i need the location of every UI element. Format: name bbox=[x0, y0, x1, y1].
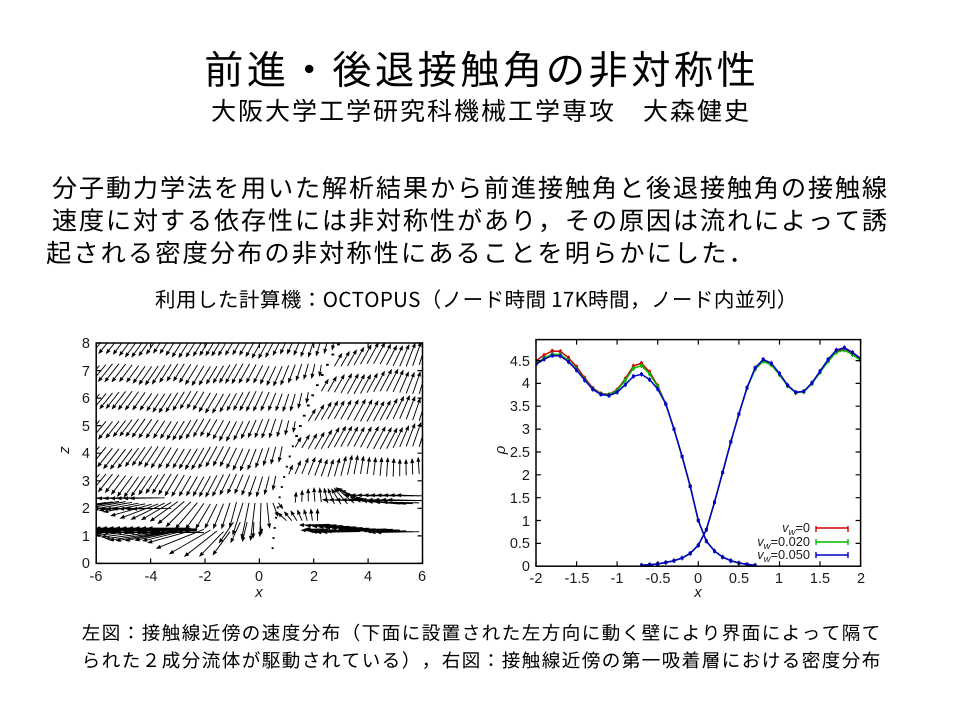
svg-text:2: 2 bbox=[82, 501, 90, 517]
svg-text:4: 4 bbox=[364, 569, 372, 585]
svg-text:0.5: 0.5 bbox=[729, 571, 749, 587]
svg-text:2: 2 bbox=[522, 468, 530, 484]
svg-text:2: 2 bbox=[857, 571, 865, 587]
svg-text:0: 0 bbox=[694, 571, 702, 587]
svg-text:-6: -6 bbox=[90, 569, 103, 585]
svg-text:3.5: 3.5 bbox=[510, 399, 530, 415]
svg-text:-2: -2 bbox=[530, 571, 543, 587]
svg-text:7: 7 bbox=[82, 364, 90, 380]
svg-text:ρ: ρ bbox=[492, 445, 509, 455]
svg-text:vw=0.020: vw=0.020 bbox=[757, 534, 810, 552]
svg-text:1: 1 bbox=[522, 514, 530, 530]
svg-text:3: 3 bbox=[82, 474, 90, 490]
svg-text:2: 2 bbox=[310, 569, 318, 585]
svg-text:1: 1 bbox=[775, 571, 783, 587]
svg-text:1: 1 bbox=[82, 529, 90, 545]
svg-text:x: x bbox=[254, 584, 263, 601]
svg-text:4.5: 4.5 bbox=[510, 354, 530, 370]
svg-text:6: 6 bbox=[418, 569, 426, 585]
svg-text:4: 4 bbox=[82, 446, 90, 462]
svg-text:0: 0 bbox=[255, 569, 263, 585]
svg-text:6: 6 bbox=[82, 391, 90, 407]
svg-text:4: 4 bbox=[522, 376, 530, 392]
svg-text:1.5: 1.5 bbox=[510, 491, 530, 507]
svg-text:-1.5: -1.5 bbox=[565, 571, 590, 587]
svg-text:x: x bbox=[693, 584, 702, 601]
svg-text:1.5: 1.5 bbox=[810, 571, 830, 587]
svg-text:5: 5 bbox=[82, 419, 90, 435]
svg-text:0.5: 0.5 bbox=[510, 536, 530, 552]
svg-text:2.5: 2.5 bbox=[510, 445, 530, 461]
svg-text:-4: -4 bbox=[145, 569, 158, 585]
svg-text:-0.5: -0.5 bbox=[646, 571, 671, 587]
svg-text:0: 0 bbox=[522, 559, 530, 575]
svg-text:3: 3 bbox=[522, 422, 530, 438]
svg-text:-2: -2 bbox=[199, 569, 212, 585]
svg-text:0: 0 bbox=[82, 556, 90, 572]
svg-text:z: z bbox=[56, 446, 73, 455]
svg-text:8: 8 bbox=[82, 336, 90, 352]
svg-text:vw=0: vw=0 bbox=[782, 520, 810, 538]
svg-text:vw=0.050: vw=0.050 bbox=[757, 547, 810, 565]
svg-text:-1: -1 bbox=[611, 571, 624, 587]
